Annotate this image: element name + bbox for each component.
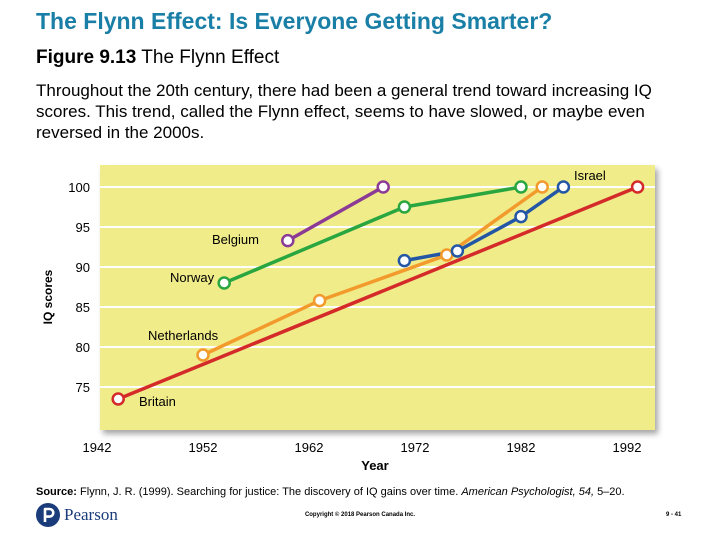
- gridlines: [100, 186, 655, 388]
- plot-area: [100, 165, 655, 430]
- series-line-israel: [404, 185, 565, 263]
- data-point-netherlands: [312, 293, 327, 308]
- y-tick-label: 90: [76, 260, 90, 275]
- series-line-belgium: [286, 185, 385, 243]
- figure-heading: Figure 9.13 The Flynn Effect: [36, 47, 279, 69]
- series-label-netherlands: Netherlands: [148, 328, 219, 343]
- data-point-netherlands: [196, 348, 210, 362]
- pearson-logo: Pearson: [36, 502, 118, 528]
- data-point-belgium: [376, 180, 390, 194]
- y-tick-label: 80: [76, 340, 90, 355]
- x-tick-label: 1992: [613, 440, 642, 455]
- x-tick-label: 1942: [83, 440, 112, 455]
- series-label-israel: Israel: [574, 168, 606, 183]
- series-label-belgium: Belgium: [212, 232, 259, 247]
- data-point-netherlands: [440, 248, 454, 262]
- data-point-norway: [397, 200, 412, 214]
- data-point-netherlands: [535, 180, 549, 194]
- y-tick-label: 95: [76, 220, 90, 235]
- slide-description: Throughout the 20th century, there had b…: [36, 81, 652, 142]
- logo-text: Pearson: [64, 505, 118, 524]
- data-point-belgium: [281, 233, 295, 248]
- x-tick-label: 1982: [507, 440, 536, 455]
- source-label: Source:: [36, 486, 77, 498]
- series-markers: [111, 180, 645, 406]
- source-journal: American Psychologist, 54,: [461, 486, 594, 498]
- x-tick-label: 1962: [295, 440, 324, 455]
- y-axis-label: IQ scores: [41, 269, 55, 324]
- figure-title: The Flynn Effect: [141, 47, 280, 68]
- pearson-p-icon: [36, 503, 60, 527]
- copyright: Copyright © 2018 Pearson Canada Inc.: [304, 512, 416, 518]
- data-point-norway: [514, 180, 528, 194]
- data-point-israel: [556, 180, 571, 194]
- series-line-netherlands: [202, 185, 544, 357]
- data-point-israel: [397, 253, 412, 268]
- data-point-israel: [450, 244, 465, 258]
- data-point-britain: [630, 180, 645, 194]
- series-label-britain: Britain: [139, 394, 176, 409]
- slide-title: The Flynn Effect: Is Everyone Getting Sm…: [36, 8, 553, 34]
- x-axis-label: Year: [361, 458, 388, 473]
- series-lines: [117, 185, 639, 401]
- y-tick-label: 85: [76, 300, 90, 315]
- x-tick-label: 1972: [401, 440, 430, 455]
- x-tick-labels: 1942 1952 1962 1972 1982 1992: [83, 440, 642, 455]
- y-tick-labels: 75 80 85 90 95 100: [68, 180, 90, 395]
- source-text: Flynn, J. R. (1999). Searching for justi…: [80, 486, 459, 498]
- series-line-britain: [117, 185, 639, 401]
- source-pages: 5–20.: [597, 486, 625, 498]
- data-point-israel: [514, 209, 528, 224]
- y-tick-label: 100: [68, 180, 90, 195]
- figure-label: Figure 9.13: [36, 47, 137, 68]
- source-citation: Source: Flynn, J. R. (1999). Searching f…: [36, 486, 706, 498]
- data-point-britain: [111, 392, 125, 406]
- data-point-norway: [217, 276, 231, 290]
- x-tick-label: 1952: [189, 440, 218, 455]
- y-tick-label: 75: [76, 380, 90, 395]
- series-label-norway: Norway: [170, 270, 215, 285]
- slide-number: 9 - 41: [666, 512, 682, 518]
